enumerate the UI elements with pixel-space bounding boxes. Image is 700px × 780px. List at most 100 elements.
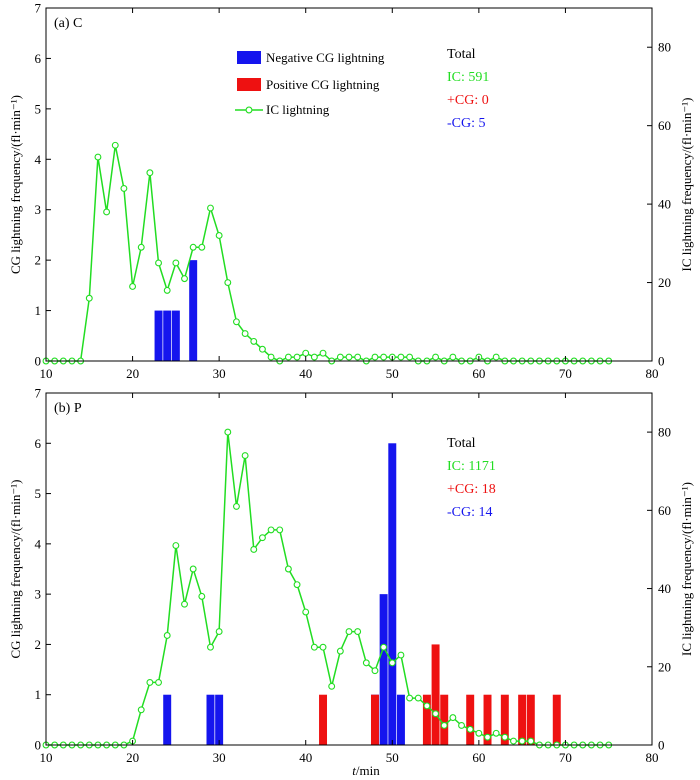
negative-cg-bar bbox=[154, 310, 163, 361]
ic-lightning-point bbox=[336, 353, 344, 361]
ic-lightning-point bbox=[163, 286, 171, 294]
ic-lightning-point bbox=[518, 737, 526, 745]
x-tick-label: 30 bbox=[213, 366, 226, 381]
ic-lightning-point bbox=[189, 565, 197, 573]
ic-lightning-point bbox=[345, 628, 353, 636]
negative-cg-bar bbox=[189, 260, 198, 361]
right-tick-label: 20 bbox=[658, 659, 671, 674]
ic-lightning-point bbox=[250, 337, 258, 345]
ic-lightning-point bbox=[354, 628, 362, 636]
left-tick-label: 5 bbox=[35, 101, 42, 116]
ic-lightning-point bbox=[484, 733, 491, 741]
negative-cg-bar bbox=[163, 694, 172, 745]
ic-lightning-point bbox=[397, 353, 405, 361]
plot-frame bbox=[45, 7, 653, 362]
ic-lightning-point bbox=[466, 725, 474, 733]
totals-negative-cg: -CG: 14 bbox=[447, 505, 493, 520]
ic-lightning-point bbox=[137, 243, 145, 251]
ic-lightning-point bbox=[233, 502, 240, 510]
right-tick-label: 80 bbox=[658, 40, 671, 55]
right-tick-label: 40 bbox=[658, 197, 671, 212]
positive-cg-bar bbox=[483, 694, 492, 745]
x-axis-label: t/min bbox=[352, 763, 380, 778]
ic-lightning-point bbox=[432, 353, 440, 361]
ic-lightning-point bbox=[293, 581, 301, 589]
ic-lightning-point bbox=[207, 643, 214, 651]
right-tick-label: 20 bbox=[658, 275, 671, 290]
right-tick-label: 60 bbox=[658, 118, 671, 133]
x-tick-label: 20 bbox=[126, 750, 139, 765]
totals-negative-cg: -CG: 5 bbox=[447, 116, 486, 131]
left-tick-label: 7 bbox=[35, 386, 42, 401]
positive-cg-bar bbox=[552, 694, 561, 745]
totals-ic: IC: 1171 bbox=[447, 459, 496, 474]
ic-lightning-point bbox=[336, 647, 344, 655]
y-axis-right-label: IC lightning frequency/(fl·min⁻¹) bbox=[679, 98, 694, 272]
legend-negative-label: Negative CG lightning bbox=[266, 50, 385, 65]
ic-lightning-point bbox=[258, 345, 266, 353]
ic-lightning-point bbox=[284, 565, 292, 573]
ic-lightning-point bbox=[423, 702, 431, 710]
panel-label: (a) C bbox=[54, 16, 82, 31]
ic-lightning-point bbox=[319, 643, 327, 651]
ic-lightning-point bbox=[181, 600, 188, 608]
x-tick-label: 10 bbox=[40, 366, 53, 381]
ic-lightning-point bbox=[129, 283, 137, 290]
ic-lightning-point bbox=[267, 526, 275, 534]
ic-lightning-point bbox=[492, 353, 500, 361]
ic-lightning-point bbox=[475, 729, 483, 737]
x-axis-label-variable: t bbox=[352, 763, 356, 778]
positive-cg-bar bbox=[422, 694, 431, 745]
legend-positive-swatch bbox=[237, 78, 261, 91]
left-tick-label: 4 bbox=[35, 152, 42, 167]
left-tick-label: 3 bbox=[35, 202, 42, 217]
ic-lightning-point bbox=[354, 353, 362, 361]
ic-lightning-point bbox=[207, 204, 214, 212]
x-tick-label: 40 bbox=[299, 750, 312, 765]
ic-lightning-point bbox=[163, 632, 171, 639]
x-tick-label: 40 bbox=[299, 366, 312, 381]
positive-cg-bar bbox=[526, 694, 535, 745]
ic-lightning-point bbox=[328, 682, 336, 690]
ic-lightning-point bbox=[172, 542, 180, 549]
totals-title: Total bbox=[447, 436, 476, 451]
ic-lightning-point bbox=[258, 534, 266, 542]
left-tick-label: 3 bbox=[35, 587, 42, 602]
ic-lightning-point bbox=[310, 353, 318, 361]
legend-negative-swatch bbox=[237, 51, 261, 64]
ic-lightning-point bbox=[380, 353, 388, 361]
ic-lightning-point bbox=[85, 294, 93, 302]
ic-lightning-point bbox=[215, 628, 223, 636]
ic-lightning-point bbox=[94, 153, 102, 161]
ic-lightning-point bbox=[449, 714, 457, 722]
ic-lightning-point bbox=[388, 659, 396, 667]
positive-cg-bar bbox=[518, 694, 527, 745]
totals-title: Total bbox=[447, 47, 476, 62]
ic-lightning-point bbox=[241, 452, 249, 460]
positive-cg-bar bbox=[466, 694, 475, 745]
ic-lightning-point bbox=[432, 710, 440, 718]
negative-cg-bar bbox=[388, 443, 397, 745]
negative-cg-bar bbox=[379, 594, 388, 745]
ic-lightning-point bbox=[146, 678, 154, 686]
legend-ic-marker bbox=[245, 106, 253, 114]
right-tick-label: 0 bbox=[658, 354, 665, 369]
y-axis-left-label: CG lightning frequency/(fl·min⁻¹) bbox=[8, 480, 23, 659]
negative-cg-bar bbox=[215, 694, 224, 745]
right-tick-label: 0 bbox=[658, 738, 665, 753]
ic-lightning-point bbox=[250, 545, 258, 553]
negative-cg-bar bbox=[206, 694, 215, 745]
positive-cg-bar bbox=[440, 694, 449, 745]
left-tick-label: 7 bbox=[35, 1, 42, 16]
plot-frame bbox=[45, 392, 653, 746]
ic-lightning-point bbox=[397, 651, 405, 659]
positive-cg-bar bbox=[370, 694, 379, 745]
left-tick-label: 1 bbox=[35, 687, 42, 702]
ic-lightning-point bbox=[302, 608, 310, 616]
x-tick-label: 50 bbox=[386, 750, 399, 765]
ic-lightning-point bbox=[345, 353, 353, 361]
ic-lightning-point bbox=[449, 353, 457, 361]
